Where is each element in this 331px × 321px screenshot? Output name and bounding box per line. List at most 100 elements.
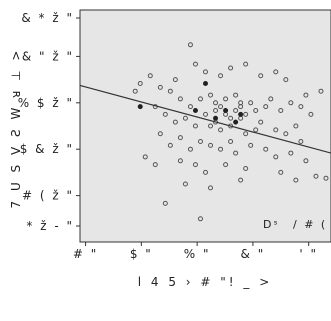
data-point-60 xyxy=(263,146,269,152)
data-point-77 xyxy=(238,177,244,183)
data-point-67 xyxy=(152,162,158,168)
filled-point-6 xyxy=(192,108,198,114)
data-point-28 xyxy=(288,100,294,106)
data-point-49 xyxy=(298,138,304,144)
data-point-68 xyxy=(177,158,183,164)
x-axis-label: l 4 5 › # "! _ > xyxy=(138,275,273,289)
y-tick-label: $ & ž " xyxy=(20,142,74,156)
y-tick-label: # ( ž " xyxy=(22,189,74,203)
data-point-1 xyxy=(192,61,198,67)
data-point-84 xyxy=(228,115,234,121)
data-point-79 xyxy=(162,200,168,206)
data-point-54 xyxy=(197,138,203,144)
filled-point-0 xyxy=(137,104,143,110)
data-point-5 xyxy=(228,65,234,71)
data-point-48 xyxy=(293,123,299,129)
x-tick-labels: # " $ " % " & " ' " xyxy=(73,242,318,261)
data-point-83 xyxy=(243,111,249,117)
data-point-15 xyxy=(177,96,183,102)
data-point-75 xyxy=(182,181,188,187)
data-point-14 xyxy=(167,88,173,94)
data-point-3 xyxy=(203,69,208,75)
x-tick-label: $ " xyxy=(130,247,153,261)
data-point-51 xyxy=(167,142,173,148)
data-point-80 xyxy=(213,108,219,114)
data-point-76 xyxy=(208,185,214,191)
data-point-4 xyxy=(218,73,224,79)
filled-point-5 xyxy=(238,111,244,117)
data-point-52 xyxy=(177,135,183,141)
filled-point-4 xyxy=(213,115,219,121)
data-point-6 xyxy=(243,61,249,67)
data-point-38 xyxy=(203,111,208,117)
data-point-86 xyxy=(238,100,244,106)
data-point-74 xyxy=(293,177,299,183)
annotation-right: / # ( ± xyxy=(293,218,331,231)
data-point-8 xyxy=(273,69,279,75)
data-point-25 xyxy=(263,104,269,110)
data-point-7 xyxy=(258,73,264,79)
data-point-45 xyxy=(258,119,264,125)
data-point-18 xyxy=(208,92,214,98)
data-point-62 xyxy=(288,150,294,156)
data-point-27 xyxy=(278,108,284,114)
data-point-82 xyxy=(233,108,239,114)
x-tick-label: % " xyxy=(184,247,211,261)
data-point-57 xyxy=(228,138,234,144)
x-tick-label: & " xyxy=(241,247,266,261)
data-point-32 xyxy=(318,88,324,94)
data-point-72 xyxy=(243,166,249,172)
data-point-30 xyxy=(303,92,309,98)
data-point-59 xyxy=(248,142,254,148)
data-point-55 xyxy=(208,142,214,148)
data-point-50 xyxy=(157,131,163,137)
data-point-46 xyxy=(273,127,279,133)
filled-point-1 xyxy=(203,80,208,86)
plot-area xyxy=(79,9,331,243)
data-point-12 xyxy=(137,80,143,86)
x-tick-label: # " xyxy=(73,247,98,261)
x-tick-label: ' " xyxy=(299,247,318,261)
data-point-63 xyxy=(303,158,309,164)
data-point-37 xyxy=(192,123,198,129)
data-point-36 xyxy=(182,115,188,121)
data-point-73 xyxy=(278,169,284,175)
data-point-34 xyxy=(162,111,168,117)
data-point-71 xyxy=(223,162,229,168)
data-point-35 xyxy=(172,119,178,125)
data-point-69 xyxy=(192,162,198,168)
data-point-9 xyxy=(283,77,289,83)
regression-line xyxy=(79,84,331,154)
data-point-31 xyxy=(308,111,314,117)
data-point-47 xyxy=(283,131,289,137)
y-tick-labels: & * ž " & " ž " % $ ž " $ & ž " # ( ž " * ž -… xyxy=(18,11,80,233)
data-point-85 xyxy=(218,104,224,110)
data-point-26 xyxy=(268,96,274,102)
data-point-21 xyxy=(233,92,239,98)
data-point-2 xyxy=(172,77,178,83)
y-tick-label: * ž - " xyxy=(26,219,74,233)
data-point-78 xyxy=(197,216,203,222)
data-point-53 xyxy=(187,146,193,152)
filled-point-3 xyxy=(233,119,239,125)
data-point-13 xyxy=(132,88,138,94)
data-point-64 xyxy=(313,173,319,179)
data-point-40 xyxy=(218,127,224,133)
data-point-11 xyxy=(157,84,163,90)
data-point-20 xyxy=(223,96,229,102)
data-point-70 xyxy=(203,169,208,175)
data-point-44 xyxy=(253,127,259,133)
data-point-10 xyxy=(147,73,153,79)
data-point-29 xyxy=(298,104,304,110)
data-point-66 xyxy=(142,154,148,160)
data-point-58 xyxy=(233,150,239,156)
filled-point-2 xyxy=(223,108,229,114)
data-point-19 xyxy=(213,100,219,106)
data-point-16 xyxy=(187,104,193,110)
data-point-87 xyxy=(208,123,214,129)
y-axis-label: 7 U S V Ƨ W ᴚ ⊥ > xyxy=(9,48,23,209)
data-point-61 xyxy=(273,154,279,160)
data-marks xyxy=(79,42,331,222)
data-point-56 xyxy=(218,146,224,152)
